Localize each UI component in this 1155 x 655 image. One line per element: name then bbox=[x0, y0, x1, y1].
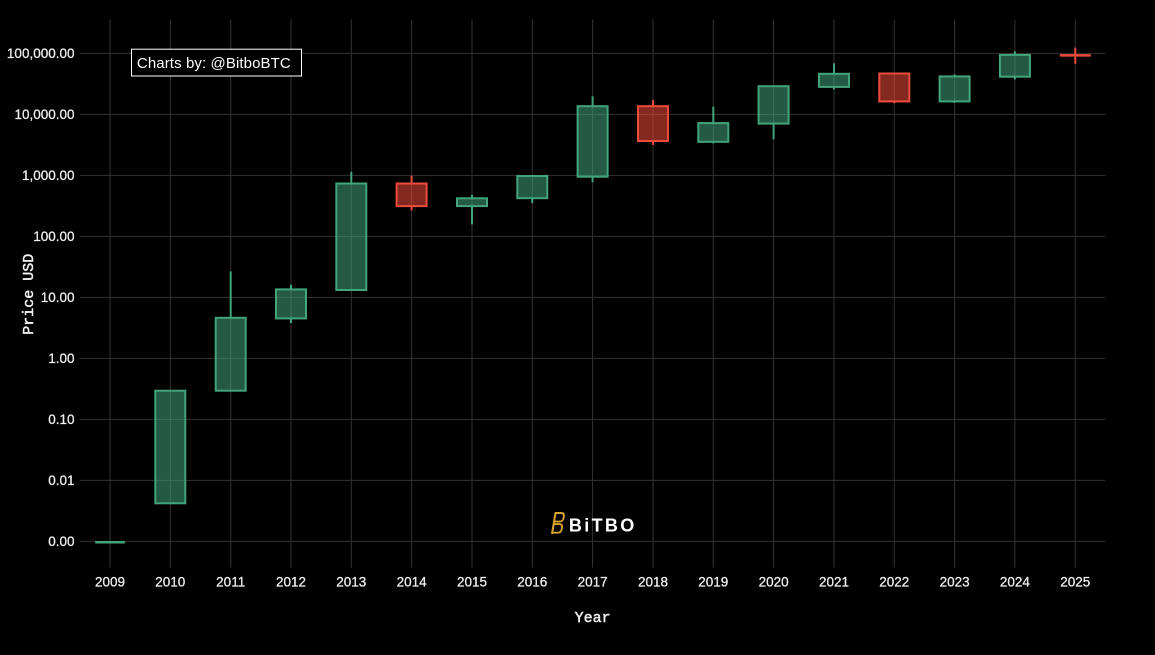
svg-text:Charts by: @BitboBTC: Charts by: @BitboBTC bbox=[137, 55, 291, 72]
svg-text:2012: 2012 bbox=[276, 575, 306, 590]
svg-text:10.00: 10.00 bbox=[41, 290, 75, 305]
svg-text:2017: 2017 bbox=[578, 575, 608, 590]
svg-text:2009: 2009 bbox=[95, 575, 125, 590]
svg-text:2014: 2014 bbox=[397, 575, 428, 590]
svg-text:100.00: 100.00 bbox=[33, 229, 74, 244]
svg-text:0.01: 0.01 bbox=[48, 473, 74, 488]
svg-text:2020: 2020 bbox=[759, 575, 789, 590]
svg-text:2019: 2019 bbox=[698, 575, 728, 590]
svg-text:2013: 2013 bbox=[336, 575, 366, 590]
svg-text:2022: 2022 bbox=[879, 575, 909, 590]
svg-text:2016: 2016 bbox=[517, 575, 547, 590]
svg-text:2011: 2011 bbox=[216, 575, 245, 590]
svg-text:Price USD: Price USD bbox=[21, 254, 38, 335]
svg-text:2010: 2010 bbox=[155, 575, 185, 590]
svg-text:2018: 2018 bbox=[638, 575, 668, 590]
svg-text:2023: 2023 bbox=[940, 575, 970, 590]
svg-text:2021: 2021 bbox=[819, 575, 849, 590]
svg-text:2024: 2024 bbox=[1000, 575, 1031, 590]
svg-text:1.00: 1.00 bbox=[48, 351, 74, 366]
svg-text:2025: 2025 bbox=[1060, 575, 1090, 590]
svg-text:2015: 2015 bbox=[457, 575, 487, 590]
svg-text:1,000.00: 1,000.00 bbox=[22, 168, 75, 183]
svg-text:BiTBO: BiTBO bbox=[569, 515, 637, 535]
svg-text:0.10: 0.10 bbox=[48, 412, 74, 427]
svg-text:10,000.00: 10,000.00 bbox=[14, 107, 74, 122]
svg-text:100,000.00: 100,000.00 bbox=[7, 46, 75, 61]
svg-text:Year: Year bbox=[575, 610, 611, 627]
svg-text:0.00: 0.00 bbox=[48, 534, 74, 549]
